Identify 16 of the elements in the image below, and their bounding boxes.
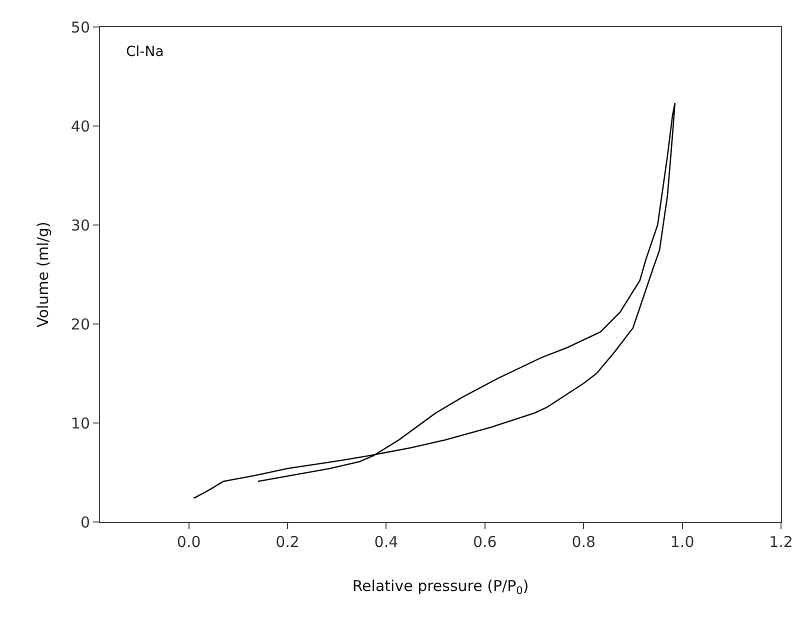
- x-tick-label: 0.6: [472, 533, 497, 551]
- x-axis-title: Relative pressure (P/P$_{0}$): [352, 577, 529, 598]
- y-tick-label: 30: [70, 216, 90, 234]
- y-tick-label: 40: [70, 117, 90, 136]
- x-tick-label: 1.2: [769, 533, 793, 551]
- x-tick-label: 0.8: [572, 533, 596, 551]
- y-tick-label: 50: [70, 18, 90, 36]
- annotation: Cl-Na: [126, 44, 164, 60]
- x-tick-label: 0.0: [176, 533, 201, 551]
- y-tick-label: 0: [80, 513, 90, 532]
- y-tick-label: 10: [70, 414, 90, 432]
- y-axis-title: Volume (ml/g): [34, 222, 52, 328]
- y-tick-label: 20: [70, 315, 90, 334]
- x-tick-label: 0.4: [374, 533, 398, 551]
- x-tick-label: 0.2: [276, 533, 300, 551]
- x-tick-label: 1.0: [670, 533, 694, 551]
